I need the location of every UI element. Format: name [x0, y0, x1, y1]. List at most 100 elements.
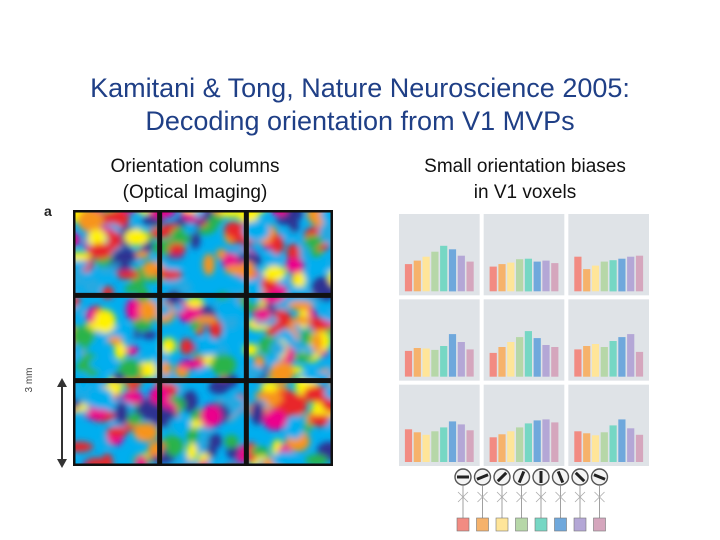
- voxel-cell: [397, 297, 482, 383]
- voxel-bias-bar: [448, 334, 457, 377]
- voxel-bias-bar: [448, 249, 457, 292]
- orientation-color-box: [515, 517, 528, 532]
- orientation-blob: [288, 301, 313, 311]
- orientation-blob: [223, 329, 236, 345]
- orientation-blob: [284, 257, 305, 274]
- connector-cross: [535, 491, 547, 503]
- scale-bar-label: 3 mm: [24, 367, 35, 393]
- orientation-blob: [179, 338, 193, 355]
- orientation-stimulus: [551, 468, 570, 532]
- voxel-bias-bar: [600, 261, 608, 292]
- orientation-blob: [250, 401, 265, 426]
- voxel-bias-bar: [413, 348, 421, 377]
- orientation-color-box: [593, 517, 606, 532]
- orientation-blob: [263, 265, 287, 281]
- voxel-cell: [566, 382, 651, 468]
- orientation-blob: [224, 221, 243, 239]
- voxel-bias-bar: [507, 262, 515, 292]
- orientation-blob: [269, 340, 286, 357]
- orientation-blob: [186, 297, 204, 308]
- voxel-bias-bar: [507, 431, 515, 462]
- voxel-bias-bar: [457, 255, 465, 292]
- orientation-stimulus: [571, 468, 589, 532]
- orientation-blob: [89, 356, 115, 371]
- orientation-blob: [168, 243, 186, 255]
- orientation-blob: [260, 382, 278, 393]
- voxel-bias-bar: [574, 349, 582, 377]
- voxel-bias-bar: [524, 331, 532, 377]
- orientation-blob: [242, 219, 271, 242]
- orientation-blob: [138, 300, 158, 321]
- scale-bar-arrow: [57, 378, 67, 468]
- orientation-blob: [73, 252, 91, 261]
- voxel-bias-bar: [583, 346, 591, 377]
- orientation-blob: [190, 319, 202, 331]
- voxel-bias-bar: [627, 428, 635, 462]
- voxel-cell: [397, 212, 482, 298]
- orientation-map: [73, 210, 333, 466]
- voxel-bias-bar: [524, 423, 532, 462]
- orientation-blob: [202, 253, 215, 276]
- grating-bar: [457, 475, 469, 479]
- orientation-blob: [196, 337, 220, 356]
- orientation-color-box: [476, 517, 489, 532]
- voxel-bias-bar: [507, 342, 515, 377]
- voxel-bias-bar: [440, 427, 448, 462]
- orientation-blob: [265, 250, 282, 271]
- orientation-blob: [73, 325, 96, 346]
- voxel-bias-bar: [609, 260, 617, 292]
- voxel-bias-bar: [498, 264, 506, 292]
- orientation-blob: [246, 281, 263, 304]
- orientation-blob: [320, 210, 333, 225]
- voxel-bias-bar: [591, 435, 600, 462]
- voxel-bias-bar: [533, 261, 541, 292]
- voxel-bias-bar: [516, 427, 524, 462]
- connector-cross: [574, 491, 586, 503]
- voxel-bias-bar: [533, 420, 541, 462]
- voxel-bias-bar: [551, 263, 559, 292]
- orientation-stimulus: [532, 468, 550, 532]
- orientation-blob: [262, 409, 288, 431]
- orientation-blob: [318, 221, 333, 245]
- voxel-bias-bar: [609, 425, 617, 462]
- voxel-bias-bar: [551, 347, 559, 377]
- caption-left-line-2: (Optical Imaging): [122, 182, 268, 203]
- orientation-blob: [309, 414, 333, 427]
- orientation-blob: [254, 391, 276, 400]
- connector-cross: [594, 491, 605, 503]
- voxel-bias-bar: [551, 422, 559, 462]
- orientation-blob: [88, 243, 113, 260]
- connector-cross: [516, 491, 527, 503]
- orientation-blob: [104, 213, 131, 224]
- orientation-blob: [133, 422, 159, 442]
- orientation-blob: [305, 454, 328, 466]
- panel-letter: a: [44, 203, 52, 219]
- voxel-cell: [481, 382, 567, 468]
- voxel-bias-bar: [422, 434, 430, 462]
- orientation-blob: [168, 416, 192, 433]
- orientation-blob: [116, 270, 140, 280]
- voxel-bias-bar: [618, 258, 626, 292]
- voxel-bias-bar: [583, 433, 591, 462]
- voxel-bias-bar: [404, 350, 413, 377]
- grating-bar: [556, 470, 565, 484]
- orientation-color-box: [534, 517, 548, 532]
- orientation-blob: [270, 234, 285, 255]
- orientation-blob: [160, 361, 172, 376]
- voxel-cell: [566, 297, 651, 383]
- connector-cross: [496, 491, 508, 503]
- orientation-blob: [122, 359, 142, 381]
- caption-right-line-2: in V1 voxels: [473, 182, 577, 203]
- voxel-bias-bar: [440, 346, 448, 377]
- orientation-blob: [209, 319, 223, 339]
- orientation-blob: [113, 248, 137, 265]
- voxel-cell: [397, 382, 482, 468]
- voxel-bias-bar: [431, 349, 439, 377]
- orientation-blob: [110, 325, 135, 340]
- orientation-columns-caption: Orientation columns (Optical Imaging): [70, 154, 320, 206]
- orientation-blob: [73, 343, 84, 362]
- voxel-bias-bar: [466, 349, 474, 377]
- orientation-color-box: [495, 517, 509, 532]
- voxel-bias-bar: [448, 421, 457, 462]
- orientation-blob: [199, 404, 222, 428]
